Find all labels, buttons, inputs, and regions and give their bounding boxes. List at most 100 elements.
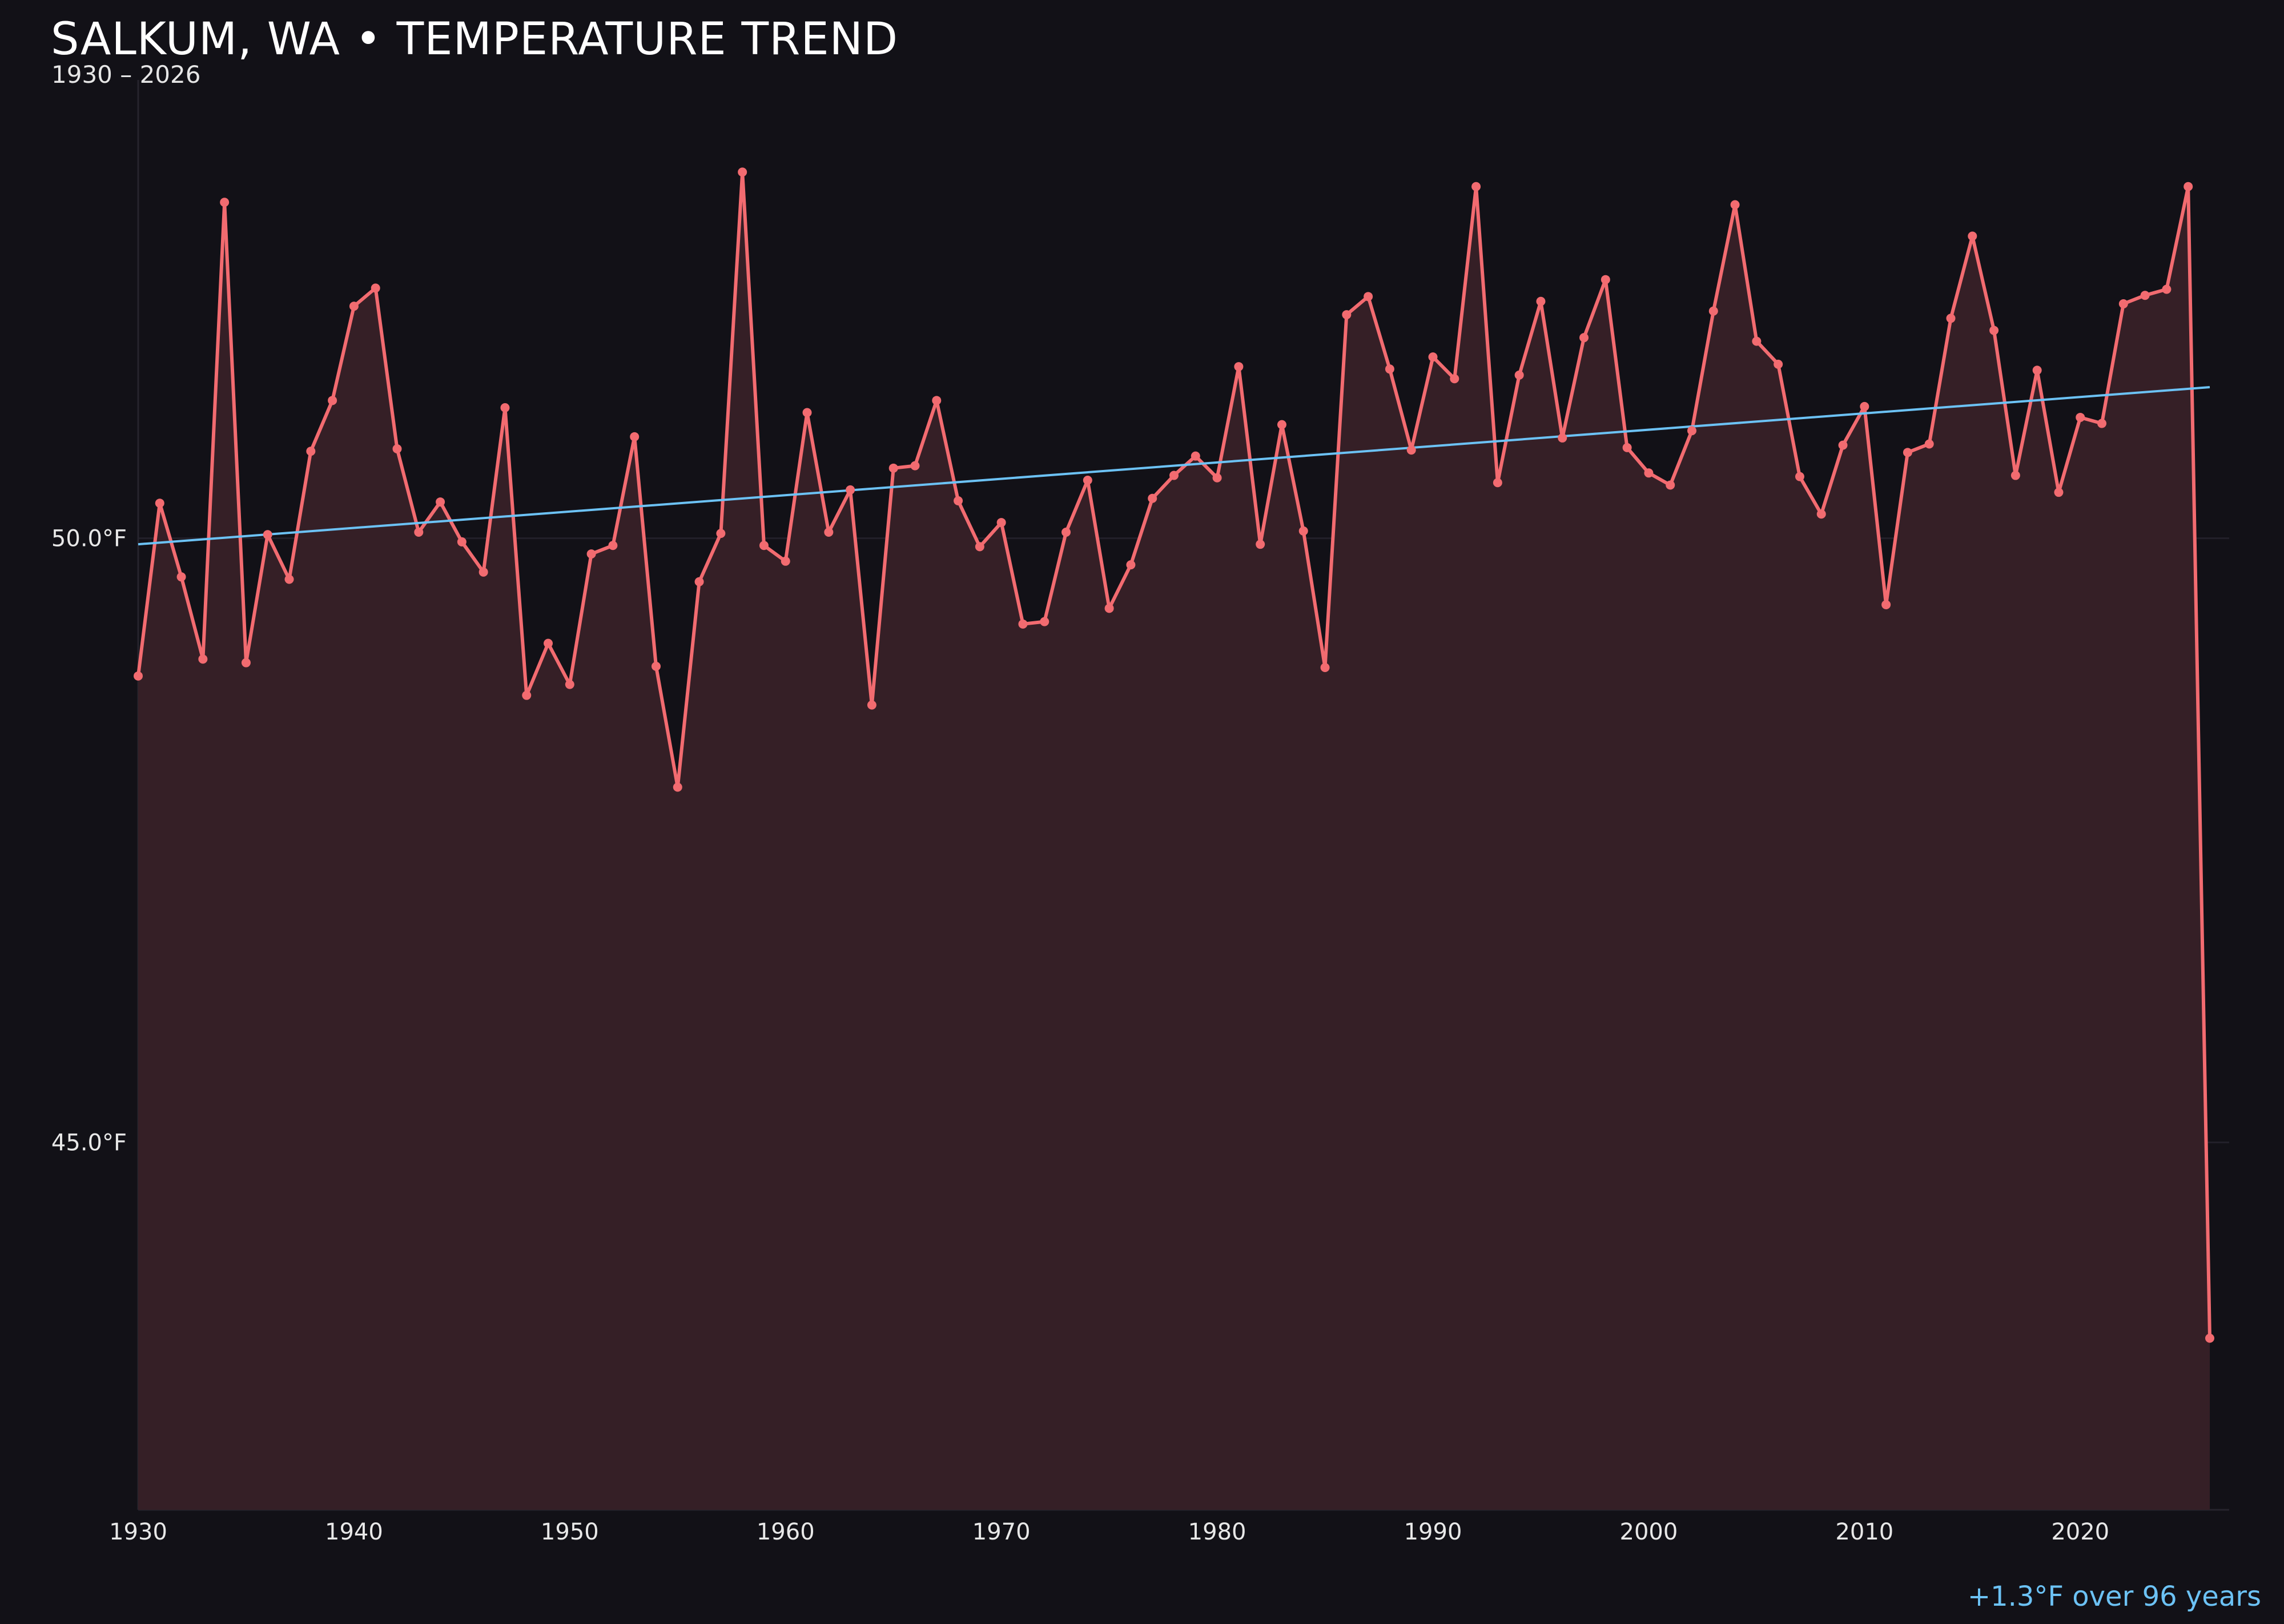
data-point-2025 [2184,182,2193,191]
data-point-1971 [1018,619,1028,629]
data-point-2023 [2140,291,2150,300]
data-point-1945 [457,537,467,546]
data-point-2015 [1968,231,1977,241]
data-point-2009 [1838,440,1848,450]
trend-line [138,386,2210,546]
data-point-1935 [241,658,251,668]
data-point-1939 [328,396,337,405]
data-point-1991 [1450,374,1459,384]
data-point-2006 [1774,359,1783,369]
data-point-2020 [2076,412,2085,422]
data-point-1982 [1256,540,1265,549]
chart-title: SALKUM, WA • TEMPERATURE TREND [51,14,899,65]
data-points [134,167,2214,1343]
x-tick-label-1960: 1960 [757,1519,815,1545]
trend-annotation: +1.3°F over 96 years [1967,1581,2261,1613]
data-point-1972 [1040,617,1049,626]
data-point-1987 [1364,292,1373,302]
data-point-1933 [198,654,208,664]
data-point-1979 [1191,451,1200,461]
data-point-2021 [2097,419,2107,428]
data-point-2012 [1903,448,1912,457]
chart-subtitle: 1930 – 2026 [51,61,201,89]
data-point-1949 [544,638,553,648]
data-point-1955 [673,782,682,792]
data-point-1947 [500,403,510,413]
data-point-1977 [1148,493,1157,503]
data-point-2016 [1989,325,1999,335]
data-point-1996 [1558,433,1567,443]
data-point-1985 [1320,663,1330,673]
data-point-1937 [284,574,294,584]
data-point-2000 [1644,468,1654,478]
data-point-2018 [2032,365,2042,375]
data-point-1936 [263,530,272,540]
temperature-area-fill [138,172,2210,1510]
data-point-1984 [1298,526,1308,536]
x-tick-label-1940: 1940 [325,1519,383,1545]
data-point-1993 [1493,478,1502,488]
data-point-1950 [565,680,574,689]
data-point-1940 [349,302,359,311]
data-point-2022 [2118,299,2128,309]
y-axis-ticks: 45.0°F 50.0°F [51,526,127,1156]
data-point-2003 [1708,306,1718,316]
data-point-1951 [586,549,596,559]
data-point-1958 [738,167,747,177]
data-point-1992 [1471,182,1481,191]
data-point-1930 [134,671,143,681]
data-point-1938 [306,447,316,456]
data-point-1975 [1104,604,1114,613]
data-point-2013 [1924,439,1934,449]
data-point-2019 [2054,488,2064,497]
x-tick-label-1970: 1970 [972,1519,1031,1545]
data-point-1986 [1342,310,1352,320]
x-tick-label-1990: 1990 [1404,1519,1462,1545]
x-tick-label-1930: 1930 [109,1519,167,1545]
data-point-1932 [176,572,186,582]
data-point-1946 [478,567,488,577]
data-point-1997 [1579,333,1589,343]
data-point-1988 [1385,364,1394,374]
data-point-1960 [781,556,790,566]
x-tick-label-2000: 2000 [1620,1519,1678,1545]
x-tick-label-2010: 2010 [1835,1519,1893,1545]
data-point-1974 [1083,476,1092,485]
data-point-2004 [1730,200,1740,210]
data-point-1942 [392,444,402,453]
data-point-2005 [1752,336,1762,346]
data-point-2026 [2205,1333,2214,1343]
x-tick-label-1980: 1980 [1188,1519,1246,1545]
data-point-2001 [1666,480,1675,490]
data-point-1981 [1234,362,1244,372]
data-point-1957 [716,529,726,538]
data-point-1953 [630,432,640,441]
x-tick-label-2020: 2020 [2051,1519,2109,1545]
data-point-2010 [1860,401,1869,411]
data-point-1989 [1406,445,1416,455]
data-point-1978 [1169,471,1179,480]
data-point-1980 [1212,473,1222,483]
data-point-1983 [1277,420,1286,429]
data-point-1965 [888,463,898,473]
data-point-1970 [996,518,1006,528]
data-point-2002 [1687,426,1696,436]
data-point-1954 [651,661,661,671]
data-point-1956 [694,577,704,586]
data-point-2014 [1946,313,1956,323]
data-point-1995 [1536,296,1546,306]
data-point-1990 [1428,352,1438,362]
data-point-2024 [2162,284,2172,294]
data-point-1973 [1061,527,1071,537]
data-point-1948 [522,690,532,700]
data-point-1944 [436,497,445,507]
data-point-1976 [1126,560,1136,570]
data-point-1968 [954,496,963,505]
data-point-1941 [371,283,380,293]
data-point-1952 [608,541,618,550]
data-point-1966 [910,461,920,471]
data-point-2017 [2010,471,2020,480]
data-point-1994 [1514,370,1524,380]
data-point-1961 [802,408,812,417]
data-point-1931 [155,499,164,508]
